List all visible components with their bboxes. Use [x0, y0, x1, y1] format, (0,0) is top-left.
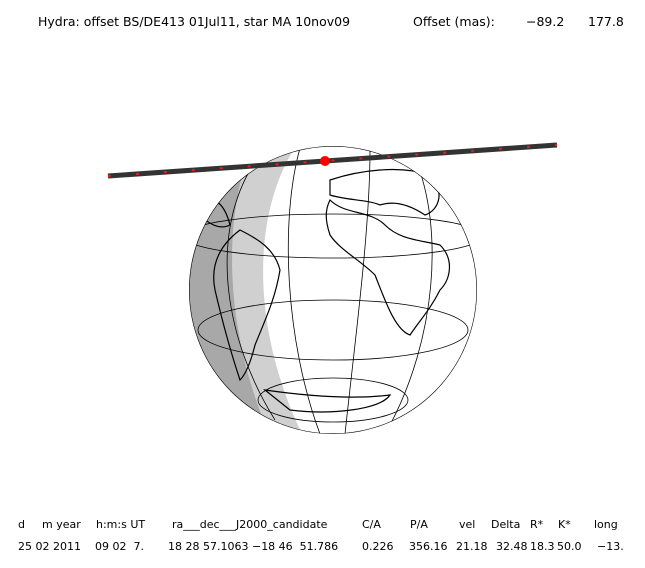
cell: 356.16: [409, 540, 448, 553]
col-header: P/A: [410, 518, 428, 531]
col-header: h:m:s UT: [96, 518, 145, 531]
title: Hydra: offset BS/DE413 01Jul11, star MA …: [38, 14, 350, 29]
closest-approach: [320, 156, 330, 166]
value-row: 25 02 2011 09 02 7. 18 28 57.1063 −18 46…: [18, 540, 624, 553]
cell: −13.: [597, 540, 624, 553]
cell: 09 02 7.: [95, 540, 144, 553]
shadow-path-ticks: [107, 144, 558, 177]
col-header: K*: [558, 518, 571, 531]
col-header: d: [18, 518, 25, 531]
cell: 0.226: [362, 540, 394, 553]
header-row: d m year h:m:s UT ra___dec___J2000_candi…: [18, 518, 618, 531]
globe: [189, 146, 477, 434]
cell: 21.18: [456, 540, 488, 553]
col-header: vel: [459, 518, 475, 531]
offset-x: −89.2: [526, 14, 564, 29]
col-header: Delta: [491, 518, 520, 531]
cell: 50.0: [557, 540, 582, 553]
night-side: [189, 146, 272, 434]
cell: 32.48: [496, 540, 528, 553]
cell: 18.3: [530, 540, 555, 553]
col-header: long: [594, 518, 618, 531]
cell: 25 02 2011: [18, 540, 81, 553]
col-header: C/A: [362, 518, 381, 531]
graticule: [189, 147, 477, 434]
col-header: m year: [42, 518, 81, 531]
cell: 18 28 57.1063 −18 46 51.786: [168, 540, 338, 553]
offset-label: Offset (mas):: [413, 14, 495, 29]
col-header: R*: [530, 518, 544, 531]
offset-y: 177.8: [588, 14, 624, 29]
col-header: ra___dec___J2000_candidate: [172, 518, 328, 531]
